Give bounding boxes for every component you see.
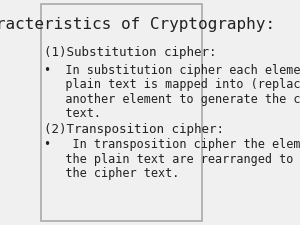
Text: plain text is mapped into (replaced by): plain text is mapped into (replaced by) xyxy=(44,78,300,91)
Text: the plain text are rearranged to generate: the plain text are rearranged to generat… xyxy=(44,153,300,166)
Text: text.: text. xyxy=(44,107,101,120)
Text: Characteristics of Cryptography:: Characteristics of Cryptography: xyxy=(0,17,275,32)
FancyBboxPatch shape xyxy=(41,4,202,221)
Text: the cipher text.: the cipher text. xyxy=(44,167,179,180)
Text: •  In substitution cipher each element in the: • In substitution cipher each element in… xyxy=(44,64,300,77)
Text: (2)Transposition cipher:: (2)Transposition cipher: xyxy=(44,122,224,135)
Text: •   In transposition cipher the elements of: • In transposition cipher the elements o… xyxy=(44,138,300,151)
Text: another element to generate the cipher: another element to generate the cipher xyxy=(44,92,300,106)
Text: (1)Substitution cipher:: (1)Substitution cipher: xyxy=(44,46,217,59)
